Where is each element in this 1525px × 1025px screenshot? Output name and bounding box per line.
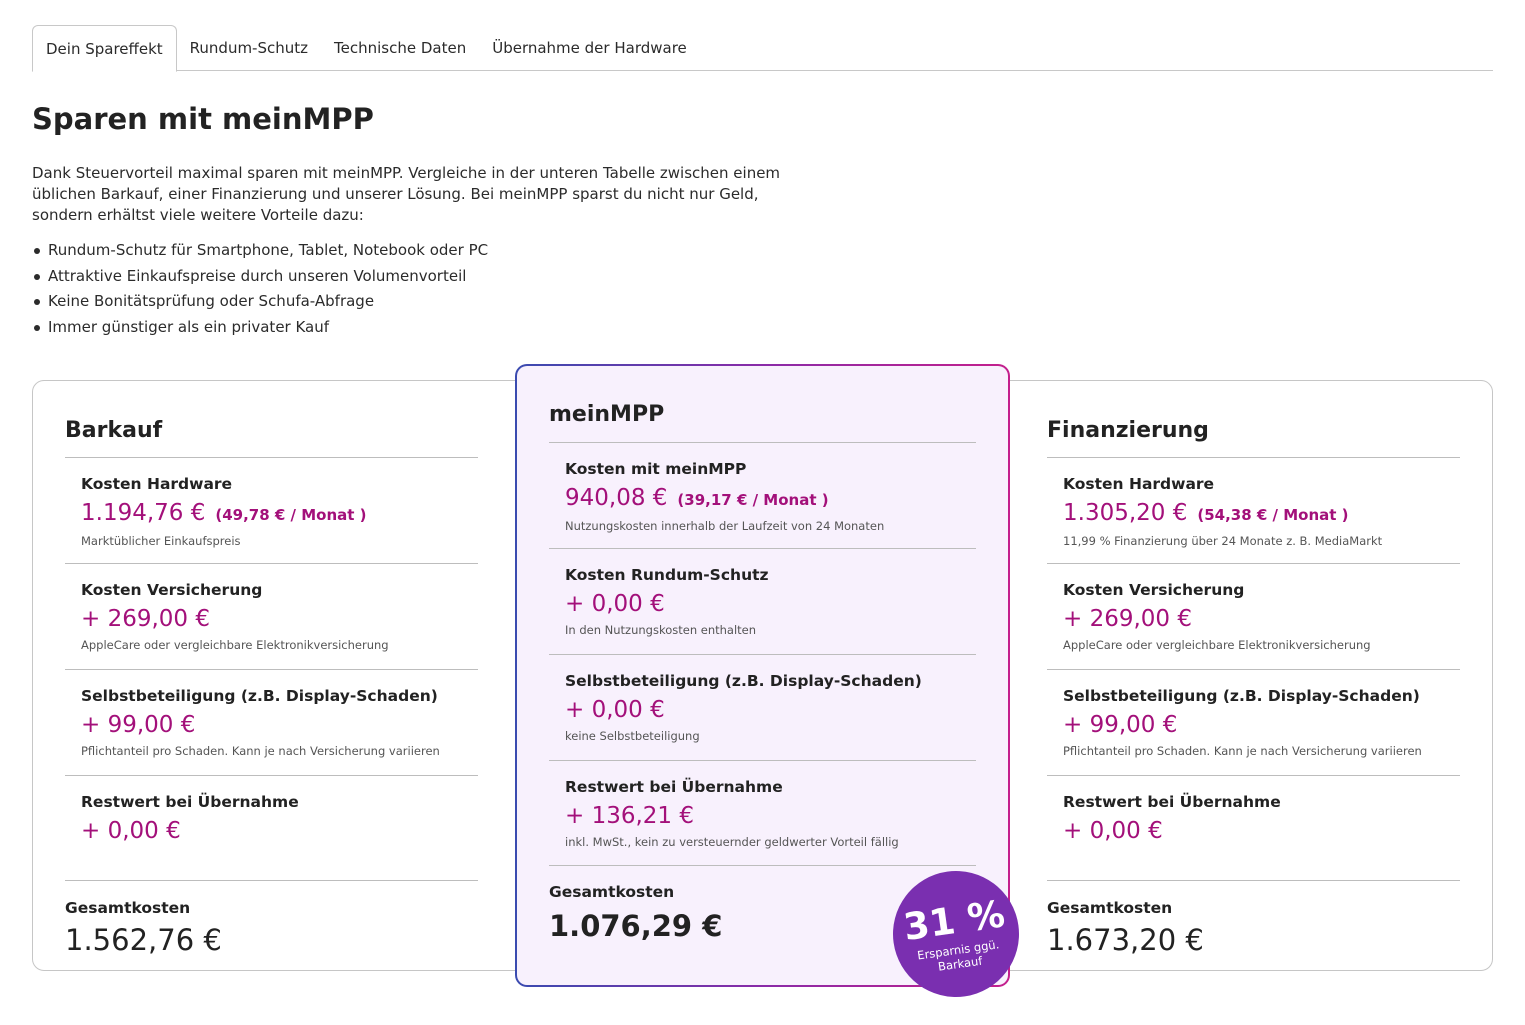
row-note: In den Nutzungskosten enthalten: [565, 623, 757, 637]
monthly-price: (54,38 € / Monat ): [1197, 506, 1349, 524]
tab-bar: Dein Spareffekt Rundum-Schutz Technische…: [32, 25, 1493, 72]
row-value: + 0,00 €: [81, 818, 181, 844]
row-note: keine Selbstbeteiligung: [565, 729, 700, 743]
row-label: Kosten Versicherung: [81, 581, 263, 599]
cost-row: Kosten Versicherung + 269,00 € AppleCare…: [65, 563, 478, 669]
price: 1.305,20 €: [1063, 500, 1188, 526]
row-label: Restwert bei Übernahme: [565, 778, 783, 796]
row-note: Pflichtanteil pro Schaden. Kann je nach …: [81, 744, 440, 758]
row-label: Kosten mit meinMPP: [565, 460, 747, 478]
total-value: 1.076,29 €: [549, 909, 723, 943]
total-value: 1.673,20 €: [1047, 923, 1204, 957]
row-value: + 99,00 €: [1063, 712, 1178, 738]
total-label: Gesamtkosten: [549, 883, 675, 901]
barkauf-card: Barkauf Kosten Hardware 1.194,76 € (49,78…: [32, 380, 542, 971]
price: 1.194,76 €: [81, 500, 206, 526]
list-item: Rundum-Schutz für Smartphone, Tablet, No…: [32, 238, 488, 264]
tab-rundum-schutz[interactable]: Rundum-Schutz: [189, 39, 309, 57]
row-label: Restwert bei Übernahme: [81, 793, 299, 811]
row-note: 11,99 % Finanzierung über 24 Monate z. B…: [1063, 534, 1383, 548]
cost-row: Selbstbeteiligung (z.B. Display-Schaden)…: [549, 654, 976, 760]
cost-row: Kosten Rundum-Schutz + 0,00 € In den Nut…: [549, 548, 976, 654]
row-label: Restwert bei Übernahme: [1063, 793, 1281, 811]
cost-row: Kosten Hardware 1.305,20 € (54,38 € / Mon…: [1047, 457, 1460, 563]
monthly-price: (49,78 € / Monat ): [215, 506, 367, 524]
intro-text: Dank Steuervorteil maximal sparen mit me…: [32, 164, 781, 224]
list-item: Immer günstiger als ein privater Kauf: [32, 315, 488, 341]
list-item: Keine Bonitätsprüfung oder Schufa-Abfrag…: [32, 289, 488, 315]
row-label: Selbstbeteiligung (z.B. Display-Schaden): [81, 687, 438, 705]
row-note: Marktüblicher Einkaufspreis: [81, 534, 241, 548]
cost-row: Restwert bei Übernahme + 0,00 €: [65, 775, 478, 881]
page-title: Sparen mit meinMPP: [32, 102, 374, 136]
row-note: Pflichtanteil pro Schaden. Kann je nach …: [1063, 744, 1422, 758]
card-title: Finanzierung: [1047, 418, 1209, 443]
row-label: Selbstbeteiligung (z.B. Display-Schaden): [565, 672, 922, 690]
row-value: + 0,00 €: [1063, 818, 1163, 844]
row-value: + 269,00 €: [81, 606, 211, 632]
tab-technische-daten[interactable]: Technische Daten: [334, 39, 467, 57]
row-value: + 136,21 €: [565, 803, 695, 829]
card-title: meinMPP: [549, 402, 665, 427]
row-label: Kosten Hardware: [1063, 475, 1215, 493]
row-value: 1.305,20 € (54,38 € / Monat ): [1063, 500, 1460, 528]
total-label: Gesamtkosten: [65, 899, 191, 917]
tab-uebernahme-der-hardware[interactable]: Übernahme der Hardware: [492, 39, 687, 57]
row-value: 1.194,76 € (49,78 € / Monat ): [81, 500, 478, 528]
row-label: Kosten Hardware: [81, 475, 233, 493]
row-note: inkl. MwSt., kein zu versteuernder geldw…: [565, 835, 899, 849]
row-note: AppleCare oder vergleichbare Elektronikv…: [81, 638, 389, 652]
cost-row: Kosten mit meinMPP 940,08 € (39,17 € / Mo…: [549, 442, 976, 548]
row-value: 940,08 € (39,17 € / Monat ): [565, 485, 976, 513]
total-label: Gesamtkosten: [1047, 899, 1173, 917]
card-title: Barkauf: [65, 418, 163, 443]
row-value: + 269,00 €: [1063, 606, 1193, 632]
price: 940,08 €: [565, 485, 668, 511]
row-note: Nutzungskosten innerhalb der Laufzeit vo…: [565, 519, 885, 533]
cost-row: Selbstbeteiligung (z.B. Display-Schaden)…: [1047, 669, 1460, 775]
cost-row: Selbstbeteiligung (z.B. Display-Schaden)…: [65, 669, 478, 775]
row-value: + 99,00 €: [81, 712, 196, 738]
meinmpp-card: meinMPP Kosten mit meinMPP 940,08 € (39,1…: [515, 364, 1010, 987]
row-note: AppleCare oder vergleichbare Elektronikv…: [1063, 638, 1371, 652]
row-value: + 0,00 €: [565, 591, 665, 617]
row-value: + 0,00 €: [565, 697, 665, 723]
cost-row: Kosten Versicherung + 269,00 € AppleCare…: [1047, 563, 1460, 669]
tab-dein-spareffekt[interactable]: Dein Spareffekt: [32, 25, 177, 72]
benefits-list: Rundum-Schutz für Smartphone, Tablet, No…: [32, 238, 488, 341]
list-item: Attraktive Einkaufspreise durch unseren …: [32, 264, 488, 290]
row-label: Kosten Rundum-Schutz: [565, 566, 769, 584]
cost-row: Restwert bei Übernahme + 0,00 €: [1047, 775, 1460, 881]
row-label: Selbstbeteiligung (z.B. Display-Schaden): [1063, 687, 1420, 705]
total-value: 1.562,76 €: [65, 923, 222, 957]
row-label: Kosten Versicherung: [1063, 581, 1245, 599]
finanzierung-card: Finanzierung Kosten Hardware 1.305,20 € (…: [982, 380, 1493, 971]
cost-row: Kosten Hardware 1.194,76 € (49,78 € / Mon…: [65, 457, 478, 563]
monthly-price: (39,17 € / Monat ): [677, 491, 829, 509]
cost-row: Restwert bei Übernahme + 136,21 € inkl. …: [549, 760, 976, 866]
